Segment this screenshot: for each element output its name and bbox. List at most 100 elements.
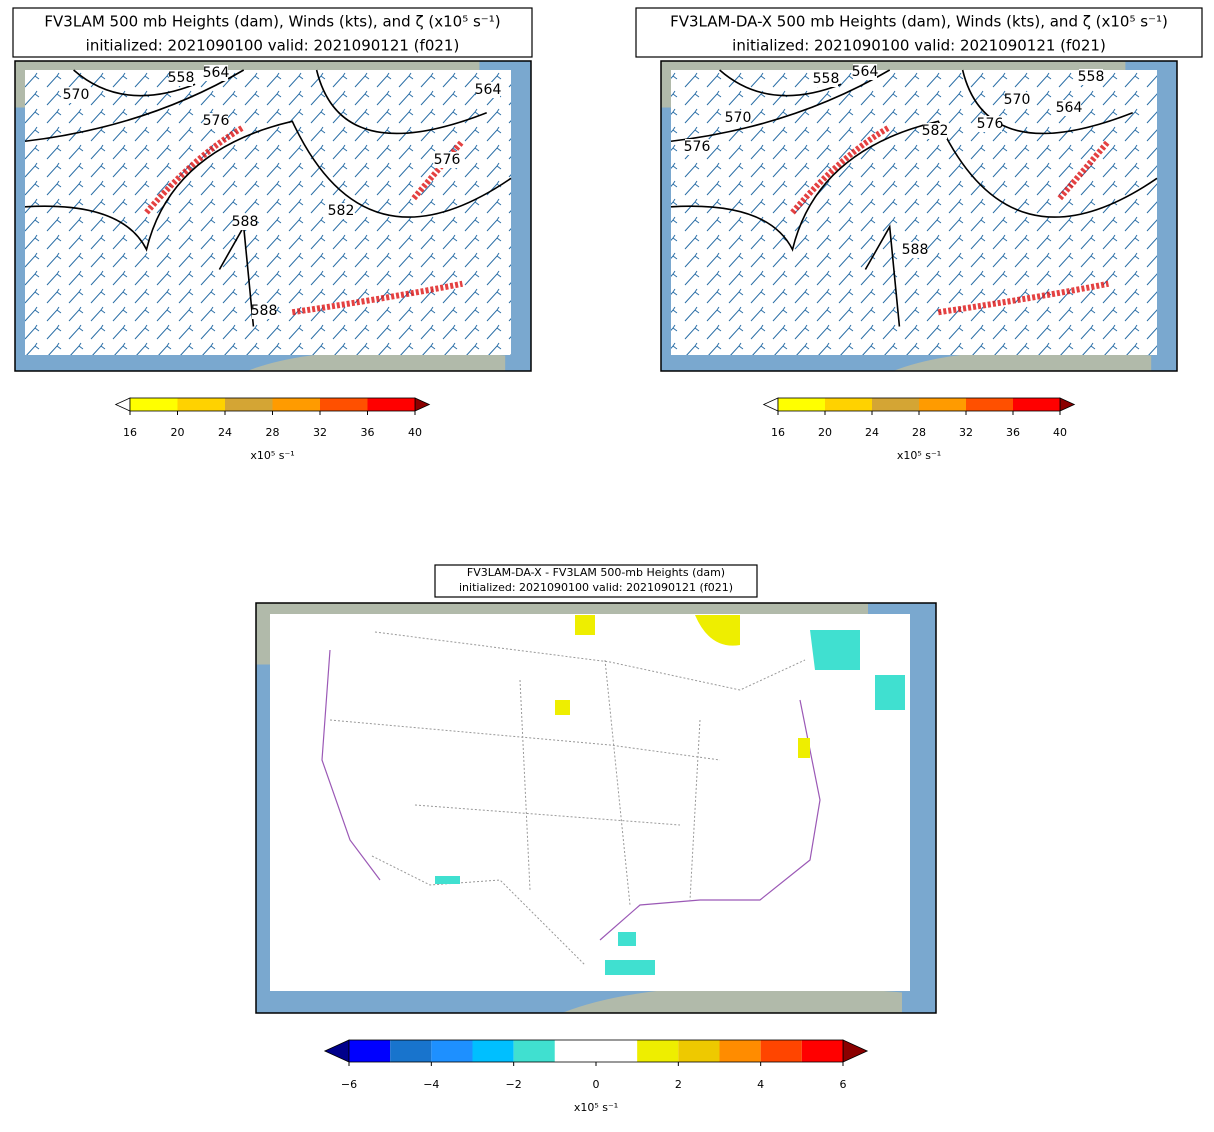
title-box <box>434 564 758 598</box>
cb-segment <box>513 1040 555 1062</box>
boundaries <box>329 631 806 966</box>
cb-segment <box>596 1040 638 1062</box>
title: FV3LAM 500 mb Heights (dam), Winds (kts)… <box>44 13 500 31</box>
cb-segment <box>801 1040 843 1062</box>
contour-label-bg <box>476 82 500 98</box>
map-frame <box>255 602 937 1014</box>
contour-label-bg <box>204 113 228 129</box>
cb-segment <box>966 398 1013 411</box>
contour-label-bg <box>329 203 353 219</box>
cb-tick-label: 32 <box>313 426 327 439</box>
cb-extend-over <box>842 1039 869 1063</box>
contour-label-bg <box>169 70 193 86</box>
diff-negative <box>435 630 905 975</box>
cb-extend-over <box>1059 397 1076 412</box>
contour-label: 576 <box>977 116 1004 132</box>
title-box <box>12 7 533 58</box>
cb-segment <box>554 1040 596 1062</box>
cb-extend-under <box>762 397 779 412</box>
cb-tick-label: 40 <box>1053 426 1067 439</box>
cb-tick-label: 28 <box>912 426 926 439</box>
cb-label: x10⁵ s⁻¹ <box>250 449 294 462</box>
map-frame <box>14 60 532 372</box>
contour-label-bg <box>204 65 228 81</box>
cb-segment <box>1013 398 1060 411</box>
cb-segment <box>367 398 415 411</box>
vorticity <box>790 124 1111 316</box>
vorticity <box>144 124 465 316</box>
cb-tick-label: 32 <box>959 426 973 439</box>
cb-tick-label: 2 <box>675 1078 682 1091</box>
cb-tick-label: 24 <box>865 426 879 439</box>
cb-segment <box>872 398 919 411</box>
cb-tick-label: −4 <box>423 1078 439 1091</box>
contour-label-bg <box>1057 100 1081 116</box>
cb-tick-label: 16 <box>123 426 137 439</box>
coastline <box>321 649 821 941</box>
contour-label-bg <box>903 242 927 258</box>
cb-extend-under <box>114 397 131 412</box>
subtitle: initialized: 2021090100 valid: 202109012… <box>459 581 733 594</box>
contour-label-bg <box>1005 92 1029 108</box>
cb-tick-label: 4 <box>757 1078 764 1091</box>
contour-label-bg <box>233 214 257 230</box>
cb-segment <box>130 398 178 411</box>
diff-positive <box>555 615 810 758</box>
cb-segment <box>778 398 825 411</box>
cb-extend-under <box>323 1039 350 1063</box>
cb-tick-label: 20 <box>818 426 832 439</box>
cb-segment <box>349 1040 391 1062</box>
cb-segment <box>719 1040 761 1062</box>
contour-label-bg <box>252 303 276 319</box>
contour-label: 570 <box>63 87 90 103</box>
contour-label-bg <box>978 116 1002 132</box>
cb-tick-label: 24 <box>218 426 232 439</box>
cb-tick-label: 28 <box>266 426 280 439</box>
contour-label: 564 <box>852 64 879 80</box>
cb-segment <box>225 398 273 411</box>
contour-label: 582 <box>922 123 949 139</box>
cb-tick-label: 36 <box>1006 426 1020 439</box>
contour-label: 564 <box>203 65 230 81</box>
contour-label: 582 <box>328 203 355 219</box>
cb-tick-label: −2 <box>506 1078 522 1091</box>
contour-label: 588 <box>902 242 929 258</box>
contour-label-bg <box>64 87 88 103</box>
cb-segment <box>919 398 966 411</box>
subtitle: initialized: 2021090100 valid: 202109012… <box>732 37 1106 55</box>
title: FV3LAM-DA-X - FV3LAM 500-mb Heights (dam… <box>467 566 725 579</box>
contour-label: 564 <box>1056 100 1083 116</box>
map-domain <box>270 614 910 991</box>
cb-tick-label: 6 <box>840 1078 847 1091</box>
cb-tick-label: 0 <box>593 1078 600 1091</box>
contour-label-bg <box>685 139 709 155</box>
wind-barbs <box>671 70 1157 355</box>
cb-segment <box>390 1040 432 1062</box>
title-box <box>635 7 1203 58</box>
contour-label: 564 <box>475 82 502 98</box>
contour-label: 576 <box>203 113 230 129</box>
height-contour <box>24 69 512 327</box>
subtitle: initialized: 2021090100 valid: 202109012… <box>86 37 460 55</box>
contour-label-bg <box>923 123 947 139</box>
contour-label: 588 <box>232 214 259 230</box>
cb-extend-over <box>414 397 431 412</box>
cb-tick-label: 16 <box>771 426 785 439</box>
cb-segment <box>472 1040 514 1062</box>
cb-segment <box>320 398 368 411</box>
cb-tick-label: 20 <box>171 426 185 439</box>
height-contour <box>670 69 1158 327</box>
cb-segment <box>825 398 872 411</box>
contour-label-bg <box>853 64 877 80</box>
cb-segment <box>272 398 320 411</box>
cb-segment <box>678 1040 720 1062</box>
cb-tick-label: −6 <box>341 1078 357 1091</box>
cb-segment <box>177 398 225 411</box>
contour-label: 576 <box>684 139 711 155</box>
cb-label: x10⁵ s⁻¹ <box>897 449 941 462</box>
cb-segment <box>637 1040 679 1062</box>
contour-label: 558 <box>1078 69 1105 85</box>
contour-label: 570 <box>1004 92 1031 108</box>
contour-label-bg <box>1079 69 1103 85</box>
